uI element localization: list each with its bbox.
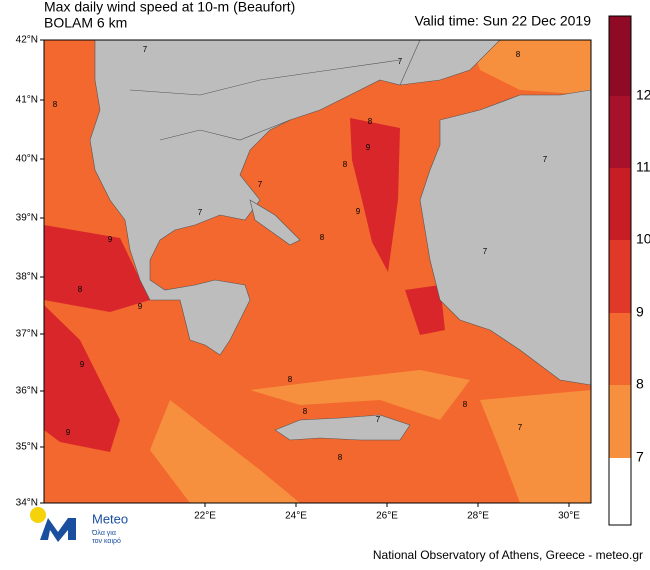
lon-label: 24°E [285, 511, 307, 522]
land-evia [249, 199, 301, 246]
colorbar-swatch [609, 458, 631, 525]
colorbar-label: 9 [636, 304, 644, 320]
contour-label: 7 [376, 415, 381, 424]
border [129, 59, 401, 96]
lat-label: 39°N [16, 213, 38, 224]
colorbar-swatch [609, 168, 631, 240]
colorbar-label: 11 [636, 159, 650, 175]
contour-label: 9 [80, 360, 85, 369]
contour-label: 8 [53, 100, 58, 109]
logo-name: Meteo [92, 511, 128, 526]
land-greece [89, 40, 421, 356]
lat-label: 38°N [16, 272, 38, 283]
light-field [470, 40, 591, 95]
colorbar-label: 12 [636, 87, 650, 103]
title: Max daily wind speed at 10-m (Beaufort) [44, 0, 295, 15]
contour-label: 9 [356, 207, 361, 216]
lon-label: 28°E [467, 511, 489, 522]
land-crete [274, 414, 411, 441]
contour-label: 7 [143, 45, 148, 54]
lat-label: 41°N [16, 95, 38, 106]
footer-credit: National Observatory of Athens, Greece -… [373, 548, 643, 562]
colorbar-frame [608, 15, 632, 526]
contour-label: 8 [368, 117, 373, 126]
border [159, 119, 291, 141]
lon-label: 22°E [194, 511, 216, 522]
contour-label: 8 [303, 407, 308, 416]
contour-label: 7 [198, 208, 203, 217]
valid-time: Valid time: Sun 22 Dec 2019 [415, 13, 592, 29]
contour-label: 7 [398, 57, 403, 66]
contour-label: 9 [108, 235, 113, 244]
lon-label: 30°E [558, 511, 580, 522]
colorbar-label: 10 [636, 231, 650, 247]
strong-field [44, 225, 150, 312]
map [44, 40, 591, 503]
lat-label: 35°N [16, 442, 38, 453]
lat-label: 42°N [16, 35, 38, 46]
land-turkey [419, 89, 591, 386]
logo-tagline: Όλα για [91, 530, 116, 537]
subtitle: BOLAM 6 km [44, 15, 127, 31]
contour-label: 8 [343, 160, 348, 169]
colorbar-swatch [609, 96, 631, 168]
logo-tagline: τον καιρό [92, 537, 121, 545]
lat-label: 37°N [16, 329, 38, 340]
logo-mark [40, 518, 76, 542]
strong-field [405, 285, 445, 335]
colorbar-swatch [609, 240, 631, 313]
contour-label: 9 [66, 428, 71, 437]
lat-label: 34°N [16, 498, 38, 509]
light-field [480, 390, 591, 503]
contour-label: 8 [78, 285, 83, 294]
contour-label: 8 [463, 400, 468, 409]
lat-label: 40°N [16, 154, 38, 165]
map-frame [43, 39, 592, 504]
contour-label: 8 [320, 233, 325, 242]
colorbar-swatch [609, 385, 631, 458]
lon-label: 26°E [376, 511, 398, 522]
strong-field [350, 118, 400, 272]
map-labels: 8 7 8 8 9 8 9 7 9 8 9 7 8 9 8 8 7 8 9 8 7 7 7 7 [53, 45, 548, 462]
logo-sun [30, 507, 46, 523]
contour-label: 9 [138, 302, 143, 311]
contour-label: 8 [288, 375, 293, 384]
lat-label: 36°N [16, 386, 38, 397]
light-field [150, 400, 300, 503]
strong-field [44, 305, 120, 452]
contour-label: 9 [366, 143, 371, 152]
colorbar-swatch [609, 16, 631, 96]
contour-label: 7 [518, 423, 523, 432]
colorbar-label: 7 [636, 449, 644, 465]
contour-label: 7 [258, 180, 263, 189]
contour-label: 7 [483, 247, 488, 256]
contour-label: 7 [543, 155, 548, 164]
contour-label: 8 [338, 453, 343, 462]
logo: Meteo Όλα για τον καιρό [30, 507, 128, 545]
colorbar-swatch [609, 313, 631, 385]
land-thrace [399, 40, 501, 86]
colorbar-label: 8 [636, 376, 644, 392]
contour-label: 8 [516, 50, 521, 59]
light-field [250, 370, 470, 420]
